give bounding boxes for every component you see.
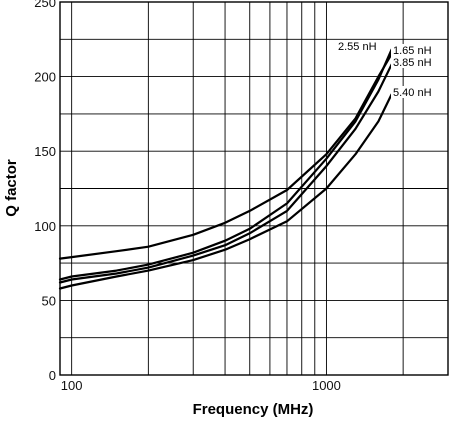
series-label-0: 2.55 nH	[338, 41, 377, 53]
plot-frame	[59, 1, 449, 376]
y-tick-label: 200	[34, 70, 56, 85]
x-tick-label: 100	[61, 378, 83, 393]
x-axis-title: Frequency (MHz)	[193, 401, 314, 418]
y-tick-label: 100	[34, 219, 56, 234]
series-label-bg	[391, 44, 439, 56]
y-tick-label: 250	[34, 0, 56, 10]
y-tick-label: 50	[42, 293, 56, 308]
series-line-3	[58, 93, 393, 290]
series-label-bg	[336, 40, 384, 52]
x-tick-labels: 100 1000	[61, 378, 341, 393]
y-axis-title: Q factor	[3, 159, 20, 217]
series-label-1: 1.65 nH	[393, 45, 432, 57]
series-labels: 2.55 nH 1.65 nH3.85 nH 5.40 nH	[336, 40, 439, 99]
y-tick-label: 150	[34, 144, 56, 159]
series-label-bg	[391, 86, 439, 98]
series-line-1	[58, 53, 393, 260]
series-label-bg	[391, 56, 439, 68]
series-lines	[58, 48, 393, 290]
series-label-2: 3.85 nH	[393, 57, 432, 69]
series-label-3: 5.40 nH	[393, 87, 432, 99]
series-line-0	[58, 48, 393, 281]
y-tick-label: 0	[49, 368, 56, 383]
series-line-2	[58, 63, 393, 284]
y-tick-labels: 0 50 100 150 200 250	[34, 0, 56, 383]
x-tick-label: 1000	[312, 378, 341, 393]
